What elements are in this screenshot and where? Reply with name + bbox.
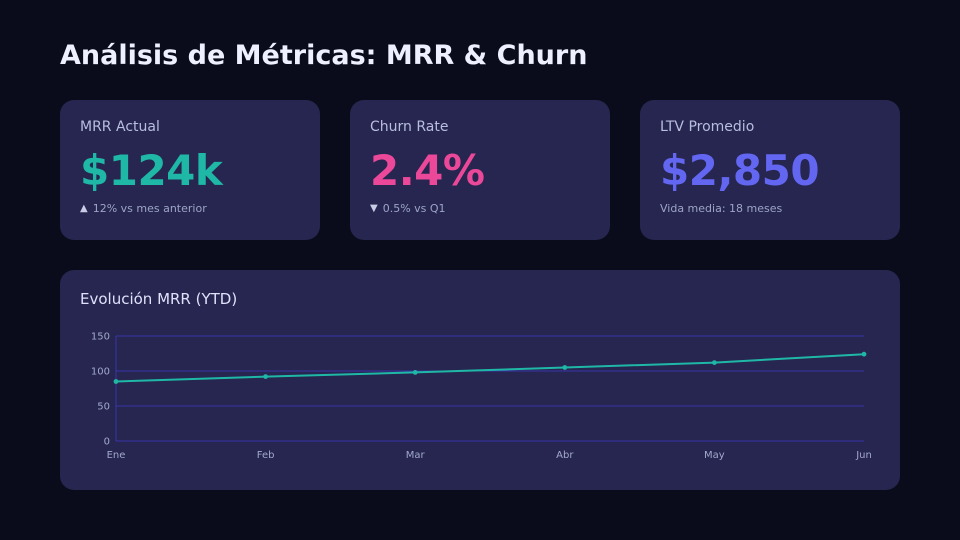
kpi-subtext: ▲ 12% vs mes anterior (80, 202, 300, 216)
chart-title: Evolución MRR (YTD) (80, 290, 238, 308)
kpi-subtext-label: Vida media: 18 meses (660, 202, 783, 215)
kpi-subtext: Vida media: 18 meses (660, 202, 880, 216)
kpi-subtext: ▼ 0.5% vs Q1 (370, 202, 590, 216)
kpi-label: LTV Promedio (660, 119, 755, 135)
x-tick-label: Feb (257, 450, 275, 461)
x-tick-label: May (704, 450, 725, 461)
x-tick-label: Jun (855, 450, 872, 461)
data-point (412, 370, 418, 375)
kpi-card-churn: Churn Rate 2.4% ▼ 0.5% vs Q1 (350, 100, 610, 240)
x-tick-label: Ene (107, 450, 126, 461)
kpi-cards: MRR Actual $124k ▲ 12% vs mes anterior C… (60, 100, 900, 240)
data-point (263, 374, 268, 379)
mrr-series-line (115, 353, 865, 383)
kpi-value: $124k (80, 146, 223, 195)
kpi-value: 2.4% (370, 146, 485, 195)
kpi-label: MRR Actual (80, 119, 160, 135)
kpi-label: Churn Rate (370, 119, 449, 135)
data-point (113, 379, 119, 384)
x-tick-label: Mar (406, 450, 426, 461)
kpi-value: $2,850 (660, 146, 820, 195)
kpi-subtext-label: 12% vs mes anterior (92, 202, 207, 215)
mrr-line-chart: 0 50 100 150 Ene Feb Mar Abr May Jun (91, 332, 872, 462)
trend-down-icon: ▼ (370, 203, 378, 214)
y-tick-label: 100 (91, 367, 110, 378)
x-tick-label: Abr (556, 450, 574, 461)
y-tick-label: 50 (97, 402, 110, 413)
kpi-card-ltv: LTV Promedio $2,850 Vida media: 18 meses (640, 100, 900, 240)
mrr-chart-card: Evolución MRR (YTD) 0 50 100 150 Ene Feb Mar Ab… (60, 270, 900, 490)
page-title: Análisis de Métricas: MRR & Churn (60, 40, 588, 71)
kpi-subtext-label: 0.5% vs Q1 (382, 202, 446, 215)
y-tick-label: 150 (91, 332, 110, 343)
data-point (562, 365, 568, 370)
data-point (712, 360, 717, 365)
kpi-card-mrr: MRR Actual $124k ▲ 12% vs mes anterior (60, 100, 320, 240)
y-tick-label: 0 (104, 437, 110, 448)
data-point (861, 351, 867, 357)
trend-up-icon: ▲ (80, 203, 88, 214)
